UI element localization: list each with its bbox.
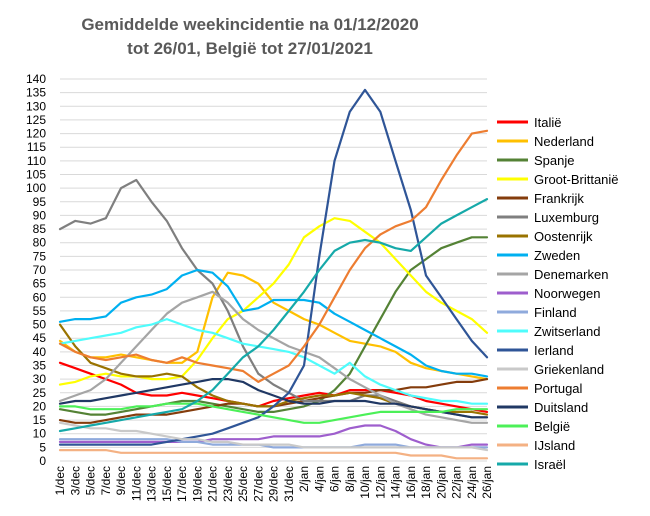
- x-tick-label: 15/dec: [160, 466, 174, 502]
- x-tick-label: 29/dec: [267, 466, 281, 502]
- x-tick-label: 19/dec: [190, 466, 204, 502]
- series-line: [58, 198, 489, 433]
- gridlines: [60, 78, 487, 462]
- chart-title: Gemiddelde weekincidentie na 01/12/2020 t…: [81, 15, 418, 58]
- y-tick-label: 25: [33, 386, 47, 400]
- legend-label: Spanje: [534, 153, 574, 168]
- series-line: [58, 88, 489, 446]
- y-tick-label: 10: [33, 427, 47, 441]
- y-tick-label: 50: [33, 318, 47, 332]
- y-tick-label: 115: [27, 140, 46, 154]
- x-tick-label: 14/jan: [389, 466, 403, 499]
- x-tick-label: 6/jan: [328, 466, 342, 492]
- legend-label: Noorwegen: [534, 286, 601, 301]
- y-tick-label: 15: [33, 413, 47, 427]
- series-line: [58, 424, 489, 449]
- series-line: [58, 318, 489, 405]
- legend-label: Denemarken: [534, 267, 608, 282]
- x-tick-label: 2/jan: [297, 466, 311, 492]
- legend: Italië Nederland Spanje Groot-Brittanië Fran…: [497, 115, 619, 472]
- legend-label: Finland: [534, 305, 577, 320]
- y-tick-label: 120: [26, 127, 46, 141]
- y-tick-label: 60: [33, 290, 47, 304]
- y-tick-label: 125: [26, 113, 46, 127]
- legend-label: België: [534, 419, 570, 434]
- x-tick-label: 22/jan: [450, 466, 464, 499]
- x-tick-label: 3/dec: [68, 466, 82, 495]
- y-tick-label: 85: [33, 222, 47, 236]
- y-tick-label: 55: [33, 304, 47, 318]
- y-tick-label: 140: [26, 72, 46, 86]
- legend-label: Groot-Brittanië: [534, 172, 619, 187]
- legend-label: Frankrijk: [534, 191, 584, 206]
- y-tick-label: 80: [33, 236, 47, 250]
- legend-label: Luxemburg: [534, 210, 599, 225]
- x-tick-label: 9/dec: [114, 466, 128, 495]
- legend-label: Ierland: [534, 343, 574, 358]
- y-tick-label: 95: [33, 195, 47, 209]
- x-tick-label: 12/jan: [373, 466, 387, 499]
- y-tick-label: 0: [39, 454, 46, 468]
- chart-title-line: tot 26/01, België tot 27/01/2021: [127, 39, 373, 58]
- legend-label: Duitsland: [534, 400, 588, 415]
- legend-label: Nederland: [534, 134, 594, 149]
- legend-label: Portugal: [534, 381, 583, 396]
- y-tick-label: 45: [33, 331, 47, 345]
- y-tick-label: 5: [39, 440, 46, 454]
- y-tick-label: 105: [26, 168, 46, 182]
- chart-title-line: Gemiddelde weekincidentie na 01/12/2020: [81, 15, 418, 34]
- x-tick-label: 25/dec: [236, 466, 250, 502]
- y-axis-ticks: 0510152025303540455055606570758085909510…: [26, 72, 46, 468]
- legend-label: Griekenland: [534, 362, 604, 377]
- x-tick-label: 8/jan: [343, 466, 357, 492]
- y-tick-label: 90: [33, 208, 47, 222]
- x-tick-label: 1/dec: [53, 466, 67, 495]
- x-tick-label: 21/dec: [206, 466, 220, 502]
- x-tick-label: 31/dec: [282, 466, 296, 502]
- legend-label: Zweden: [534, 248, 580, 263]
- series-line: [58, 378, 489, 419]
- series-line: [58, 449, 489, 460]
- x-tick-label: 18/jan: [419, 466, 433, 499]
- y-tick-label: 40: [33, 345, 47, 359]
- x-tick-label: 26/jan: [480, 466, 494, 499]
- x-tick-label: 10/jan: [358, 466, 372, 499]
- y-tick-label: 35: [33, 359, 47, 373]
- legend-label: Israël: [534, 457, 566, 472]
- x-tick-label: 20/jan: [434, 466, 448, 499]
- y-tick-label: 75: [33, 249, 47, 263]
- x-axis-ticks: 1/dec 3/dec 5/dec 7/dec 9/dec 11/dec 13/dec 15/…: [53, 466, 494, 502]
- series-line: [58, 236, 489, 416]
- y-tick-label: 20: [33, 399, 47, 413]
- x-tick-label: 4/jan: [312, 466, 326, 492]
- y-tick-label: 110: [27, 154, 46, 168]
- y-tick-label: 100: [26, 181, 46, 195]
- x-tick-label: 7/dec: [99, 466, 113, 495]
- y-tick-label: 65: [33, 277, 47, 291]
- x-tick-label: 11/dec: [129, 466, 143, 501]
- series-line: [58, 402, 489, 424]
- x-tick-label: 23/dec: [221, 466, 235, 502]
- legend-label: Italië: [534, 115, 561, 130]
- legend-label: Zwitserland: [534, 324, 600, 339]
- y-tick-label: 135: [26, 86, 46, 100]
- x-tick-label: 27/dec: [251, 466, 265, 502]
- y-tick-label: 30: [33, 372, 47, 386]
- x-tick-label: 24/jan: [465, 466, 479, 499]
- x-tick-label: 13/dec: [145, 466, 159, 502]
- y-tick-label: 70: [33, 263, 47, 277]
- x-tick-label: 16/jan: [404, 466, 418, 499]
- y-tick-label: 130: [26, 99, 46, 113]
- legend-label: IJsland: [534, 438, 575, 453]
- series-line: [58, 129, 489, 383]
- series-line: [58, 268, 489, 378]
- legend-label: Oostenrijk: [534, 229, 593, 244]
- x-tick-label: 5/dec: [84, 466, 98, 495]
- series-lines: [58, 88, 489, 460]
- series-line: [58, 421, 489, 452]
- x-tick-label: 17/dec: [175, 466, 189, 502]
